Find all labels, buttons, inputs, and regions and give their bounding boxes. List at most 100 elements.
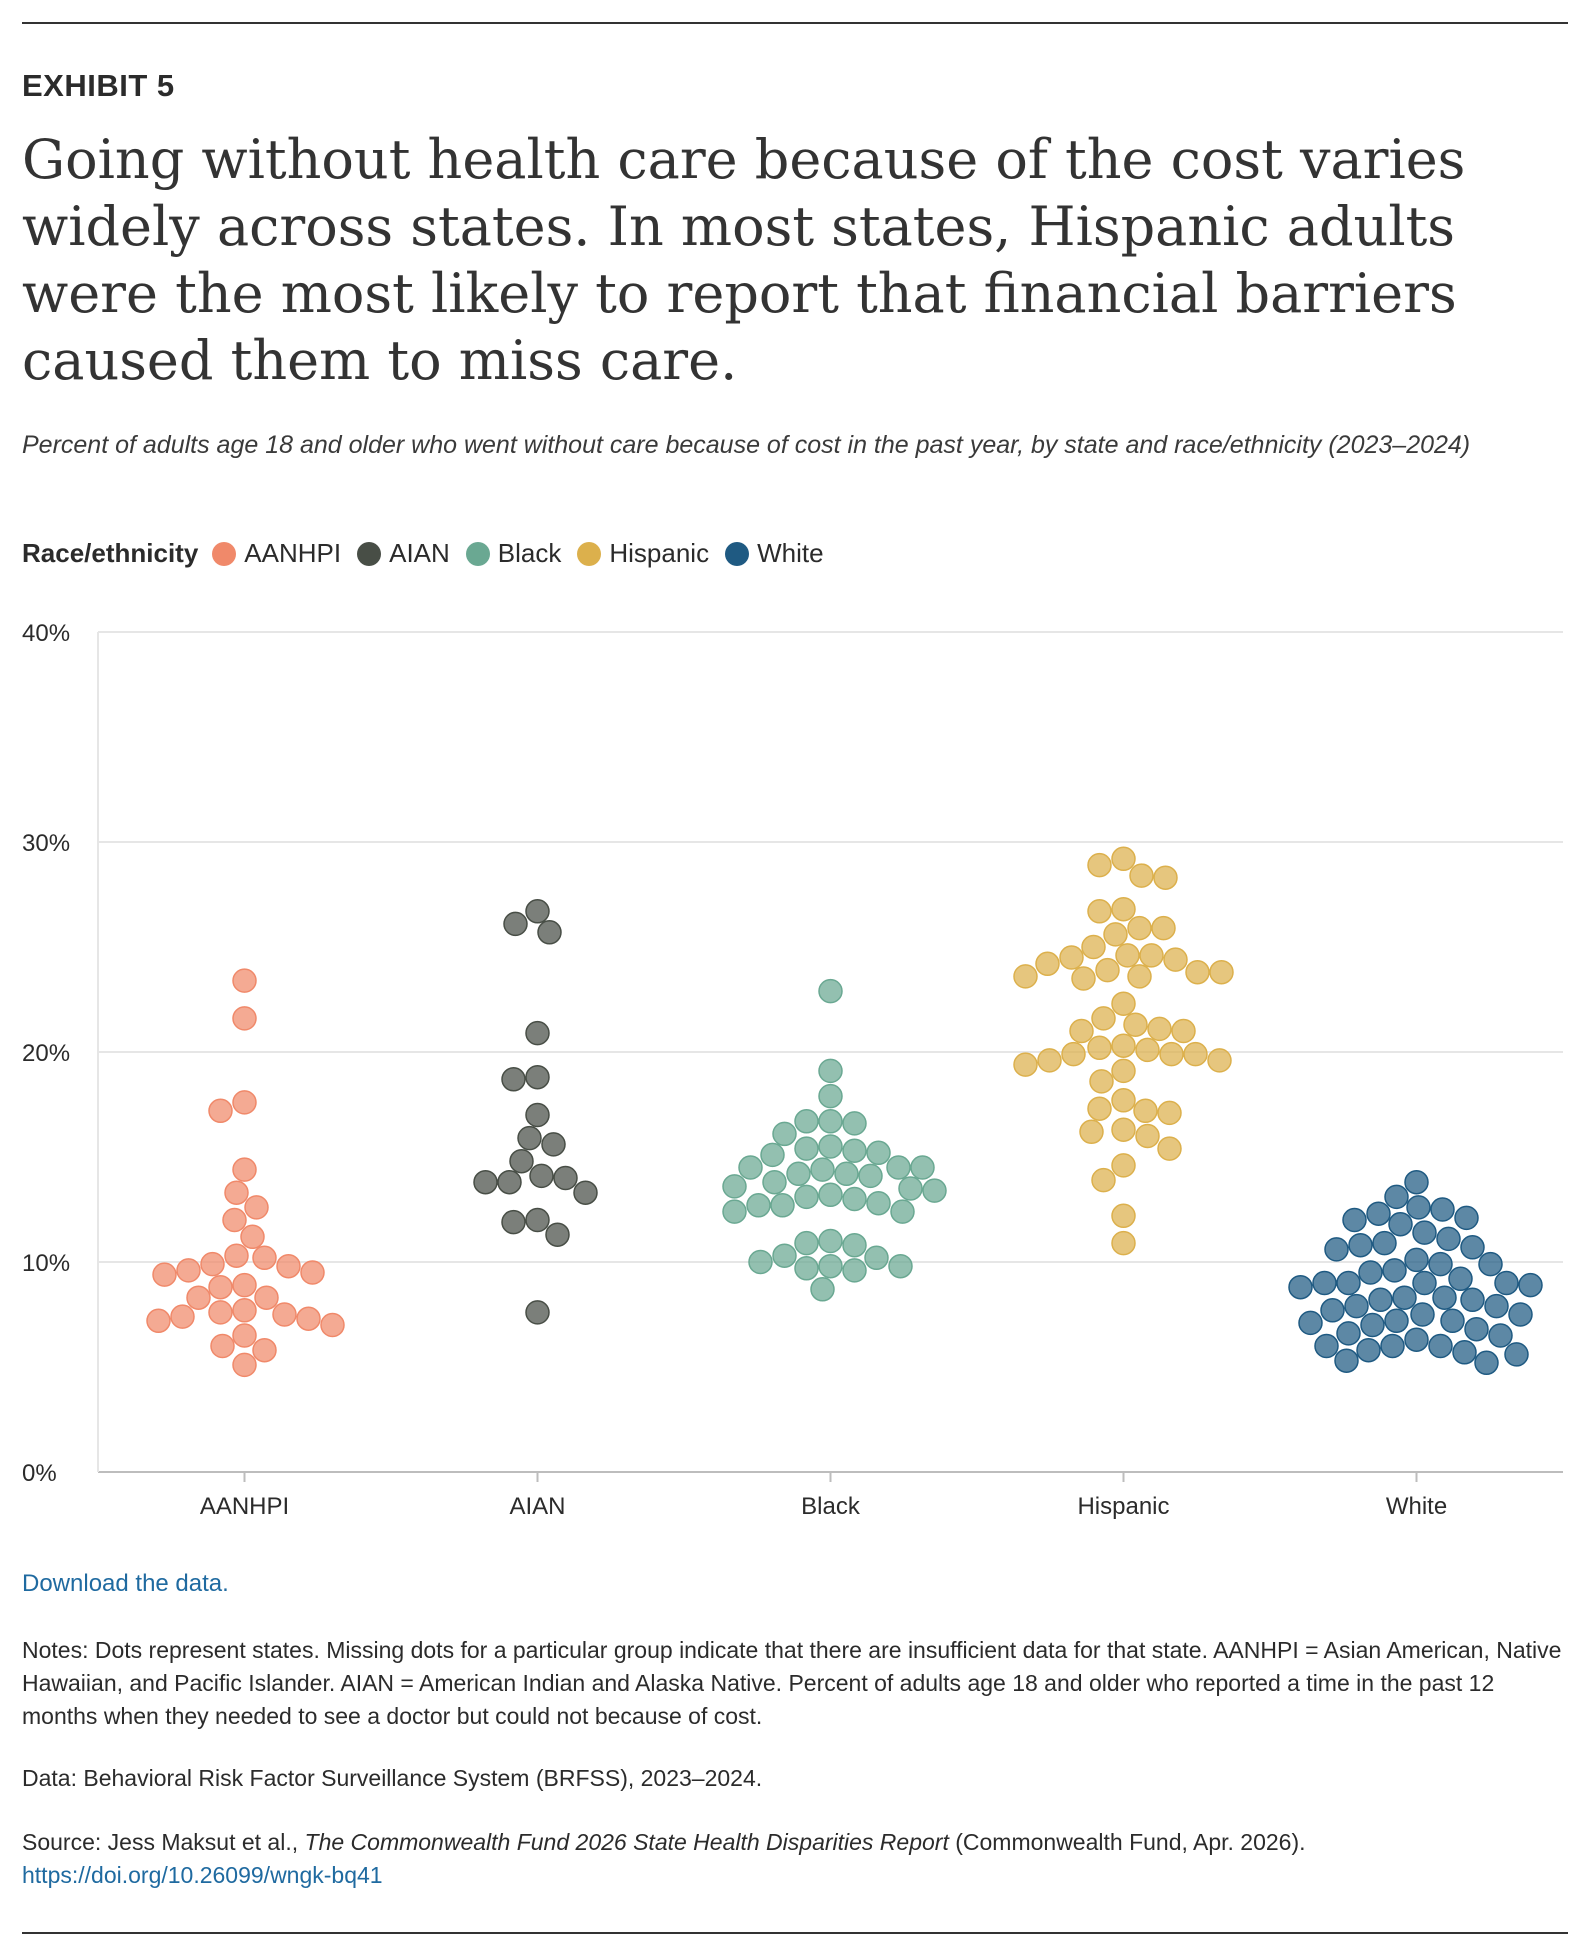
data-point-black	[842, 1186, 867, 1212]
data-point-white	[1488, 1323, 1513, 1348]
legend-swatch	[577, 541, 602, 566]
data-point-aian	[501, 1067, 526, 1092]
chart-subtitle: Percent of adults age 18 and older who w…	[22, 431, 1471, 459]
data-point-white	[1380, 1333, 1405, 1359]
data-point-aanhpi	[222, 1207, 247, 1233]
data-point-white	[1404, 1327, 1429, 1352]
top-rule	[22, 22, 1568, 24]
data-point-white	[1336, 1321, 1361, 1346]
data-point-black	[818, 1228, 843, 1254]
data-point-hispanic	[1209, 959, 1234, 985]
data-point-hispanic	[1089, 1069, 1114, 1094]
data-point-aian	[517, 1125, 542, 1151]
data-point-aian	[509, 1148, 534, 1174]
data-point-white	[1388, 1211, 1413, 1237]
source-prefix: Source: Jess Maksut et al.,	[22, 1829, 305, 1855]
data-point-hispanic	[1185, 959, 1210, 985]
data-point-hispanic	[1111, 846, 1136, 872]
data-point-black	[818, 1109, 843, 1134]
data-point-hispanic	[1087, 899, 1112, 924]
data-point-hispanic	[1079, 1119, 1104, 1145]
data-point-aian	[525, 1102, 550, 1128]
data-point-aanhpi	[146, 1308, 171, 1334]
data-point-aanhpi	[176, 1258, 201, 1283]
data-point-hispanic	[1035, 951, 1060, 977]
data-point-white	[1404, 1247, 1429, 1273]
data-point-hispanic	[1071, 966, 1096, 991]
data-point-white	[1484, 1293, 1509, 1319]
source-suffix: (Commonwealth Fund, Apr. 2026).	[948, 1829, 1306, 1855]
data-point-white	[1334, 1348, 1359, 1373]
data-point-black	[772, 1121, 797, 1147]
data-point-hispanic	[1159, 1041, 1184, 1067]
data-point-white	[1382, 1258, 1407, 1283]
data-point-aanhpi	[300, 1260, 325, 1285]
data-point-black	[842, 1232, 867, 1258]
data-point-aanhpi	[232, 1298, 257, 1323]
x-tick-label: AIAN	[509, 1493, 565, 1520]
data-point-black	[864, 1245, 889, 1271]
data-point-hispanic	[1135, 1037, 1160, 1063]
data-point-white	[1412, 1270, 1437, 1296]
data-point-aian	[473, 1169, 498, 1195]
data-point-white	[1406, 1195, 1431, 1220]
data-point-hispanic	[1111, 991, 1136, 1016]
data-point-aanhpi	[232, 1157, 257, 1182]
legend-title: Race/ethnicity	[22, 538, 199, 568]
legend-swatch	[725, 541, 750, 566]
data-point-black	[818, 1182, 843, 1208]
data-point-hispanic	[1111, 1088, 1136, 1113]
legend-item-black: Black	[465, 538, 562, 569]
data-point-aanhpi	[224, 1180, 249, 1205]
data-point-aanhpi	[186, 1285, 211, 1310]
data-point-hispanic	[1127, 964, 1152, 989]
data-point-aanhpi	[208, 1098, 233, 1124]
data-point-aian	[541, 1132, 566, 1157]
data-point-aanhpi	[252, 1245, 277, 1271]
data-point-black	[818, 1083, 843, 1109]
data-point-white	[1428, 1251, 1453, 1277]
data-point-aanhpi	[296, 1306, 321, 1331]
data-point-hispanic	[1123, 1012, 1148, 1037]
legend-label: Black	[497, 538, 562, 568]
data-point-aanhpi	[232, 1006, 257, 1031]
data-point-hispanic	[1163, 947, 1188, 972]
legend-swatch	[357, 541, 382, 566]
data-point-white	[1404, 1169, 1429, 1195]
data-point-white	[1460, 1235, 1485, 1260]
legend-item-aanhpi: AANHPI	[212, 538, 341, 569]
data-point-aanhpi	[200, 1251, 225, 1277]
bottom-rule	[22, 1932, 1568, 1934]
data-point-hispanic	[1087, 1096, 1112, 1121]
data-point-white	[1474, 1350, 1499, 1376]
data-point-white	[1436, 1226, 1461, 1252]
data-point-white	[1312, 1270, 1337, 1296]
data-point-aanhpi	[210, 1333, 235, 1359]
y-tick-label: 30%	[22, 830, 70, 857]
data-point-hispanic	[1147, 1016, 1172, 1042]
data-point-hispanic	[1153, 865, 1178, 890]
data-point-hispanic	[1115, 943, 1140, 968]
data-point-white	[1358, 1260, 1383, 1285]
data-point-aanhpi	[170, 1304, 195, 1329]
data-point-hispanic	[1091, 1006, 1116, 1031]
data-point-hispanic	[1111, 1230, 1136, 1256]
data-point-hispanic	[1157, 1136, 1182, 1161]
y-tick-label: 10%	[22, 1250, 70, 1277]
data-point-black	[722, 1174, 747, 1199]
beeswarm-chart: 0% 10% 20% 30% 40% AANHPI AIAN Black Hispanic Wh…	[22, 620, 1563, 1520]
data-point-aian	[537, 920, 562, 945]
data-source-text: Data: Behavioral Risk Factor Surveillanc…	[22, 1765, 763, 1791]
data-point-black	[760, 1142, 785, 1168]
data-point-aian	[529, 1163, 554, 1189]
data-point-aanhpi	[152, 1262, 177, 1287]
data-point-white	[1384, 1308, 1409, 1334]
doi-link[interactable]: https://doi.org/10.26099/wngk-bq41	[22, 1862, 383, 1888]
download-data-link[interactable]: Download the data.	[22, 1570, 229, 1597]
data-point-white	[1366, 1201, 1391, 1226]
data-point-black	[818, 1253, 843, 1279]
data-point-white	[1372, 1230, 1397, 1256]
legend-label: White	[757, 538, 824, 568]
data-point-black	[834, 1161, 859, 1187]
data-point-white	[1356, 1337, 1381, 1363]
